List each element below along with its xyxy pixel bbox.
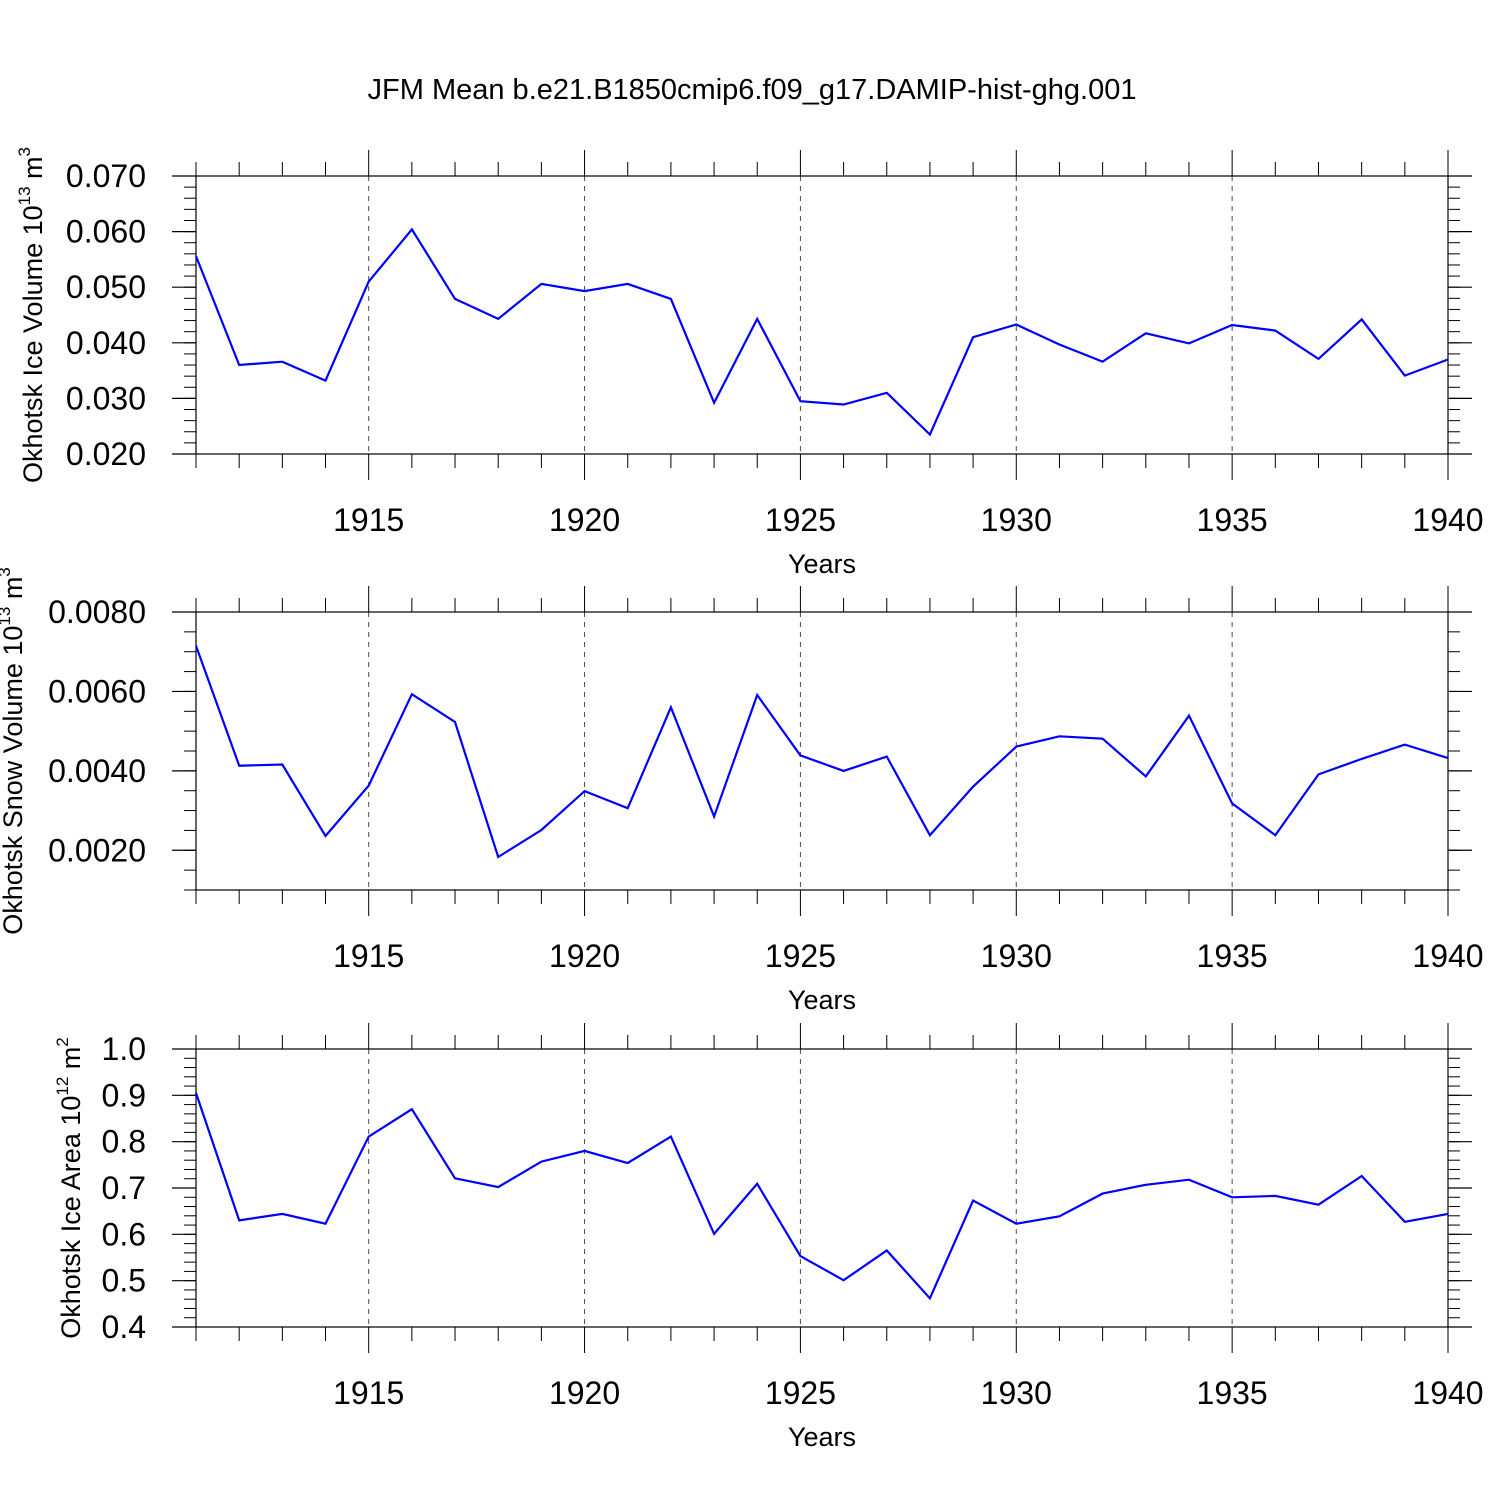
- ice-area-series-line: [194, 1092, 1449, 1301]
- snow-volume-y-tick-label: 0.0080: [48, 594, 146, 630]
- ice-volume-x-tick-label: 1925: [765, 502, 836, 538]
- ice-area-y-tick-label: 1.0: [102, 1031, 146, 1067]
- ice-area-x-tick-label: 1915: [333, 1375, 404, 1411]
- snow-volume-y-axis-label: Okhotsk Snow Volume 1013 m3: [0, 567, 28, 935]
- snow-volume-y-tick-label: 0.0060: [48, 673, 146, 709]
- ice-area-x-tick-label: 1920: [549, 1375, 620, 1411]
- ice-area-y-tick-label: 0.5: [102, 1263, 146, 1299]
- ice-volume-x-tick-label: 1915: [333, 502, 404, 538]
- ice-volume-series-line: [194, 227, 1449, 437]
- panels: 0.020 0.030 0.040 0.050 0.060 0.070 1915 1920 19…: [0, 147, 1484, 1452]
- ice-volume-y-tick-label: 0.070: [66, 158, 146, 194]
- ice-volume-y-tick-label: 0.050: [66, 269, 146, 305]
- ice-volume-y-axis-label: Okhotsk Ice Volume 1013 m3: [15, 147, 48, 483]
- snow-volume-x-tick-label: 1930: [981, 938, 1052, 974]
- snow-volume-series-line: [194, 645, 1449, 859]
- snow-volume-x-tick-label: 1920: [549, 938, 620, 974]
- panel-snow-volume: 0.0020 0.0040 0.0060 0.0080 1915 1920 1925 1930…: [0, 567, 1484, 1015]
- snow-volume-plot-frame: [195, 611, 1449, 891]
- ice-area-y-tick-label: 0.7: [102, 1170, 146, 1206]
- ice-volume-y-tick-label: 0.030: [66, 380, 146, 416]
- ice-area-plot-frame: [195, 1048, 1449, 1328]
- ice-volume-y-tick-label: 0.040: [66, 325, 146, 361]
- figure-title: JFM Mean b.e21.B1850cmip6.f09_g17.DAMIP-…: [368, 74, 1137, 106]
- snow-volume-x-tick-label: 1915: [333, 938, 404, 974]
- snow-volume-x-axis-label: Years: [788, 985, 856, 1015]
- ice-area-y-tick-label: 0.8: [102, 1124, 146, 1160]
- ice-area-y-tick-label: 0.6: [102, 1216, 146, 1252]
- ice-volume-y-tick-label: 0.060: [66, 214, 146, 250]
- snow-volume-y-tick-label: 0.0020: [48, 832, 146, 868]
- snow-volume-y-tick-label: 0.0040: [48, 753, 146, 789]
- ice-area-x-tick-label: 1925: [765, 1375, 836, 1411]
- ice-volume-x-tick-label: 1920: [549, 502, 620, 538]
- ice-volume-plot-frame: [195, 175, 1449, 455]
- ice-area-x-tick-label: 1930: [981, 1375, 1052, 1411]
- ice-area-x-tick-label: 1935: [1197, 1375, 1268, 1411]
- ice-area-y-tick-label: 0.9: [102, 1077, 146, 1113]
- ice-area-y-tick-label: 0.4: [102, 1309, 146, 1345]
- ice-volume-x-tick-label: 1940: [1412, 502, 1483, 538]
- panel-ice-volume: 0.020 0.030 0.040 0.050 0.060 0.070 1915 1920 19…: [15, 147, 1484, 579]
- ice-area-x-axis-label: Years: [788, 1422, 856, 1452]
- ice-volume-x-axis-label: Years: [788, 549, 856, 579]
- snow-volume-x-tick-label: 1935: [1197, 938, 1268, 974]
- snow-volume-x-tick-label: 1940: [1412, 938, 1483, 974]
- ice-volume-x-tick-label: 1935: [1197, 502, 1268, 538]
- ice-volume-y-tick-label: 0.020: [66, 436, 146, 472]
- ice-volume-x-tick-label: 1930: [981, 502, 1052, 538]
- ice-area-x-tick-label: 1940: [1412, 1375, 1483, 1411]
- snow-volume-x-tick-label: 1925: [765, 938, 836, 974]
- panel-ice-area: 0.4 0.5 0.6 0.7 0.8 0.9 1.0 1915 1920 1925 1930 193…: [53, 1023, 1484, 1452]
- ice-area-y-axis-label: Okhotsk Ice Area 1012 m2: [53, 1037, 86, 1339]
